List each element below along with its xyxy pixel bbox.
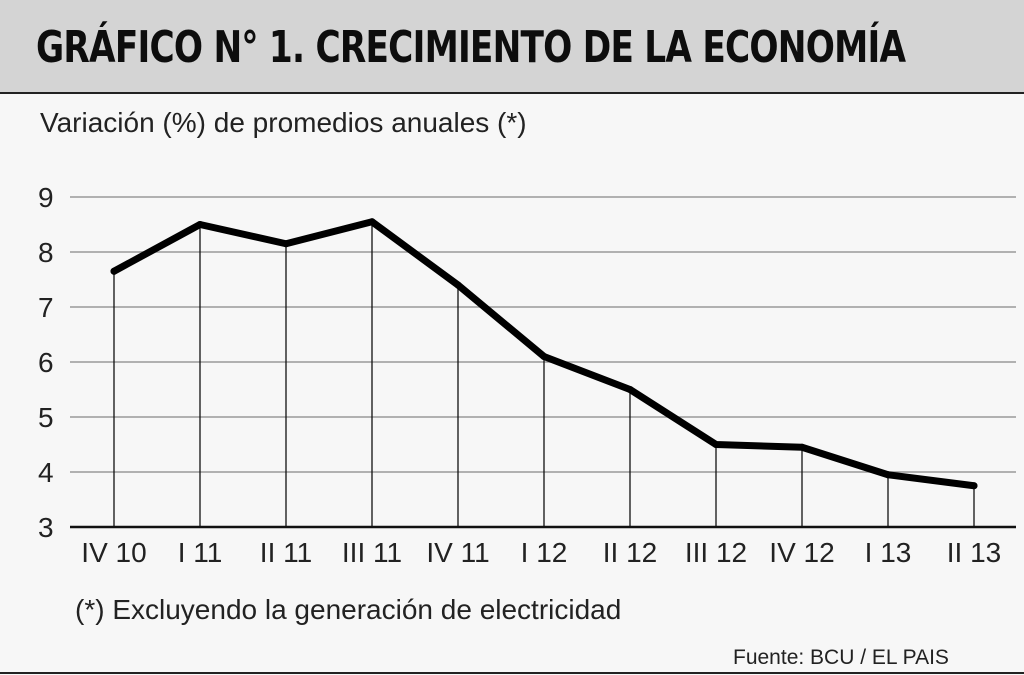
- data-point-3: [368, 218, 376, 226]
- data-point-2: [282, 240, 290, 248]
- y-tick-label-6: 6: [38, 347, 54, 378]
- x-tick-label-4: IV 11: [426, 537, 489, 568]
- chart-title: GRÁFICO N° 1. CRECIMIENTO DE LA ECONOMÍA: [36, 22, 906, 73]
- grid-lines: [70, 196, 1016, 473]
- drop-lines: [113, 221, 975, 527]
- y-tick-label-4: 4: [38, 457, 54, 488]
- x-tick-label-8: IV 12: [769, 537, 834, 568]
- data-point-4: [454, 281, 462, 289]
- data-point-9: [884, 471, 892, 479]
- y-tick-label-3: 3: [38, 512, 54, 543]
- y-tick-label-5: 5: [38, 402, 54, 433]
- y-tick-label-9: 9: [38, 182, 54, 213]
- x-tick-label-1: I 11: [178, 537, 223, 568]
- x-tick-label-10: II 13: [947, 537, 1001, 568]
- data-point-7: [712, 441, 720, 448]
- x-tick-label-2: II 11: [260, 537, 312, 568]
- data-point-8: [798, 443, 806, 451]
- x-axis-ticks: IV 10 I 11 II 11 III 11 IV 11 I 12 II 12 III 12…: [81, 537, 1001, 568]
- bottom-divider: [0, 672, 1024, 674]
- x-tick-label-6: II 12: [603, 537, 657, 568]
- y-tick-label-7: 7: [38, 292, 54, 323]
- data-point-0: [110, 267, 118, 275]
- x-tick-label-9: I 13: [865, 537, 912, 568]
- data-point-5: [540, 353, 548, 360]
- chart-subtitle: Variación (%) de promedios anuales (*): [40, 107, 527, 138]
- x-tick-label-0: IV 10: [81, 537, 146, 568]
- footnote: (*) Excluyendo la generación de electric…: [75, 594, 622, 625]
- x-tick-label-3: III 11: [342, 537, 402, 568]
- y-axis-ticks: 3 4 5 6 7 8 9: [38, 182, 54, 543]
- y-tick-label-8: 8: [38, 237, 54, 268]
- data-point-10: [970, 482, 978, 490]
- data-point-1: [196, 221, 204, 228]
- x-tick-label-5: I 12: [521, 537, 568, 568]
- data-series: [110, 218, 978, 490]
- data-point-6: [626, 386, 634, 393]
- title-bar: GRÁFICO N° 1. CRECIMIENTO DE LA ECONOMÍA: [0, 0, 1024, 94]
- source-credit: Fuente: BCU / EL PAIS: [733, 646, 949, 669]
- x-tick-label-7: III 12: [685, 537, 747, 568]
